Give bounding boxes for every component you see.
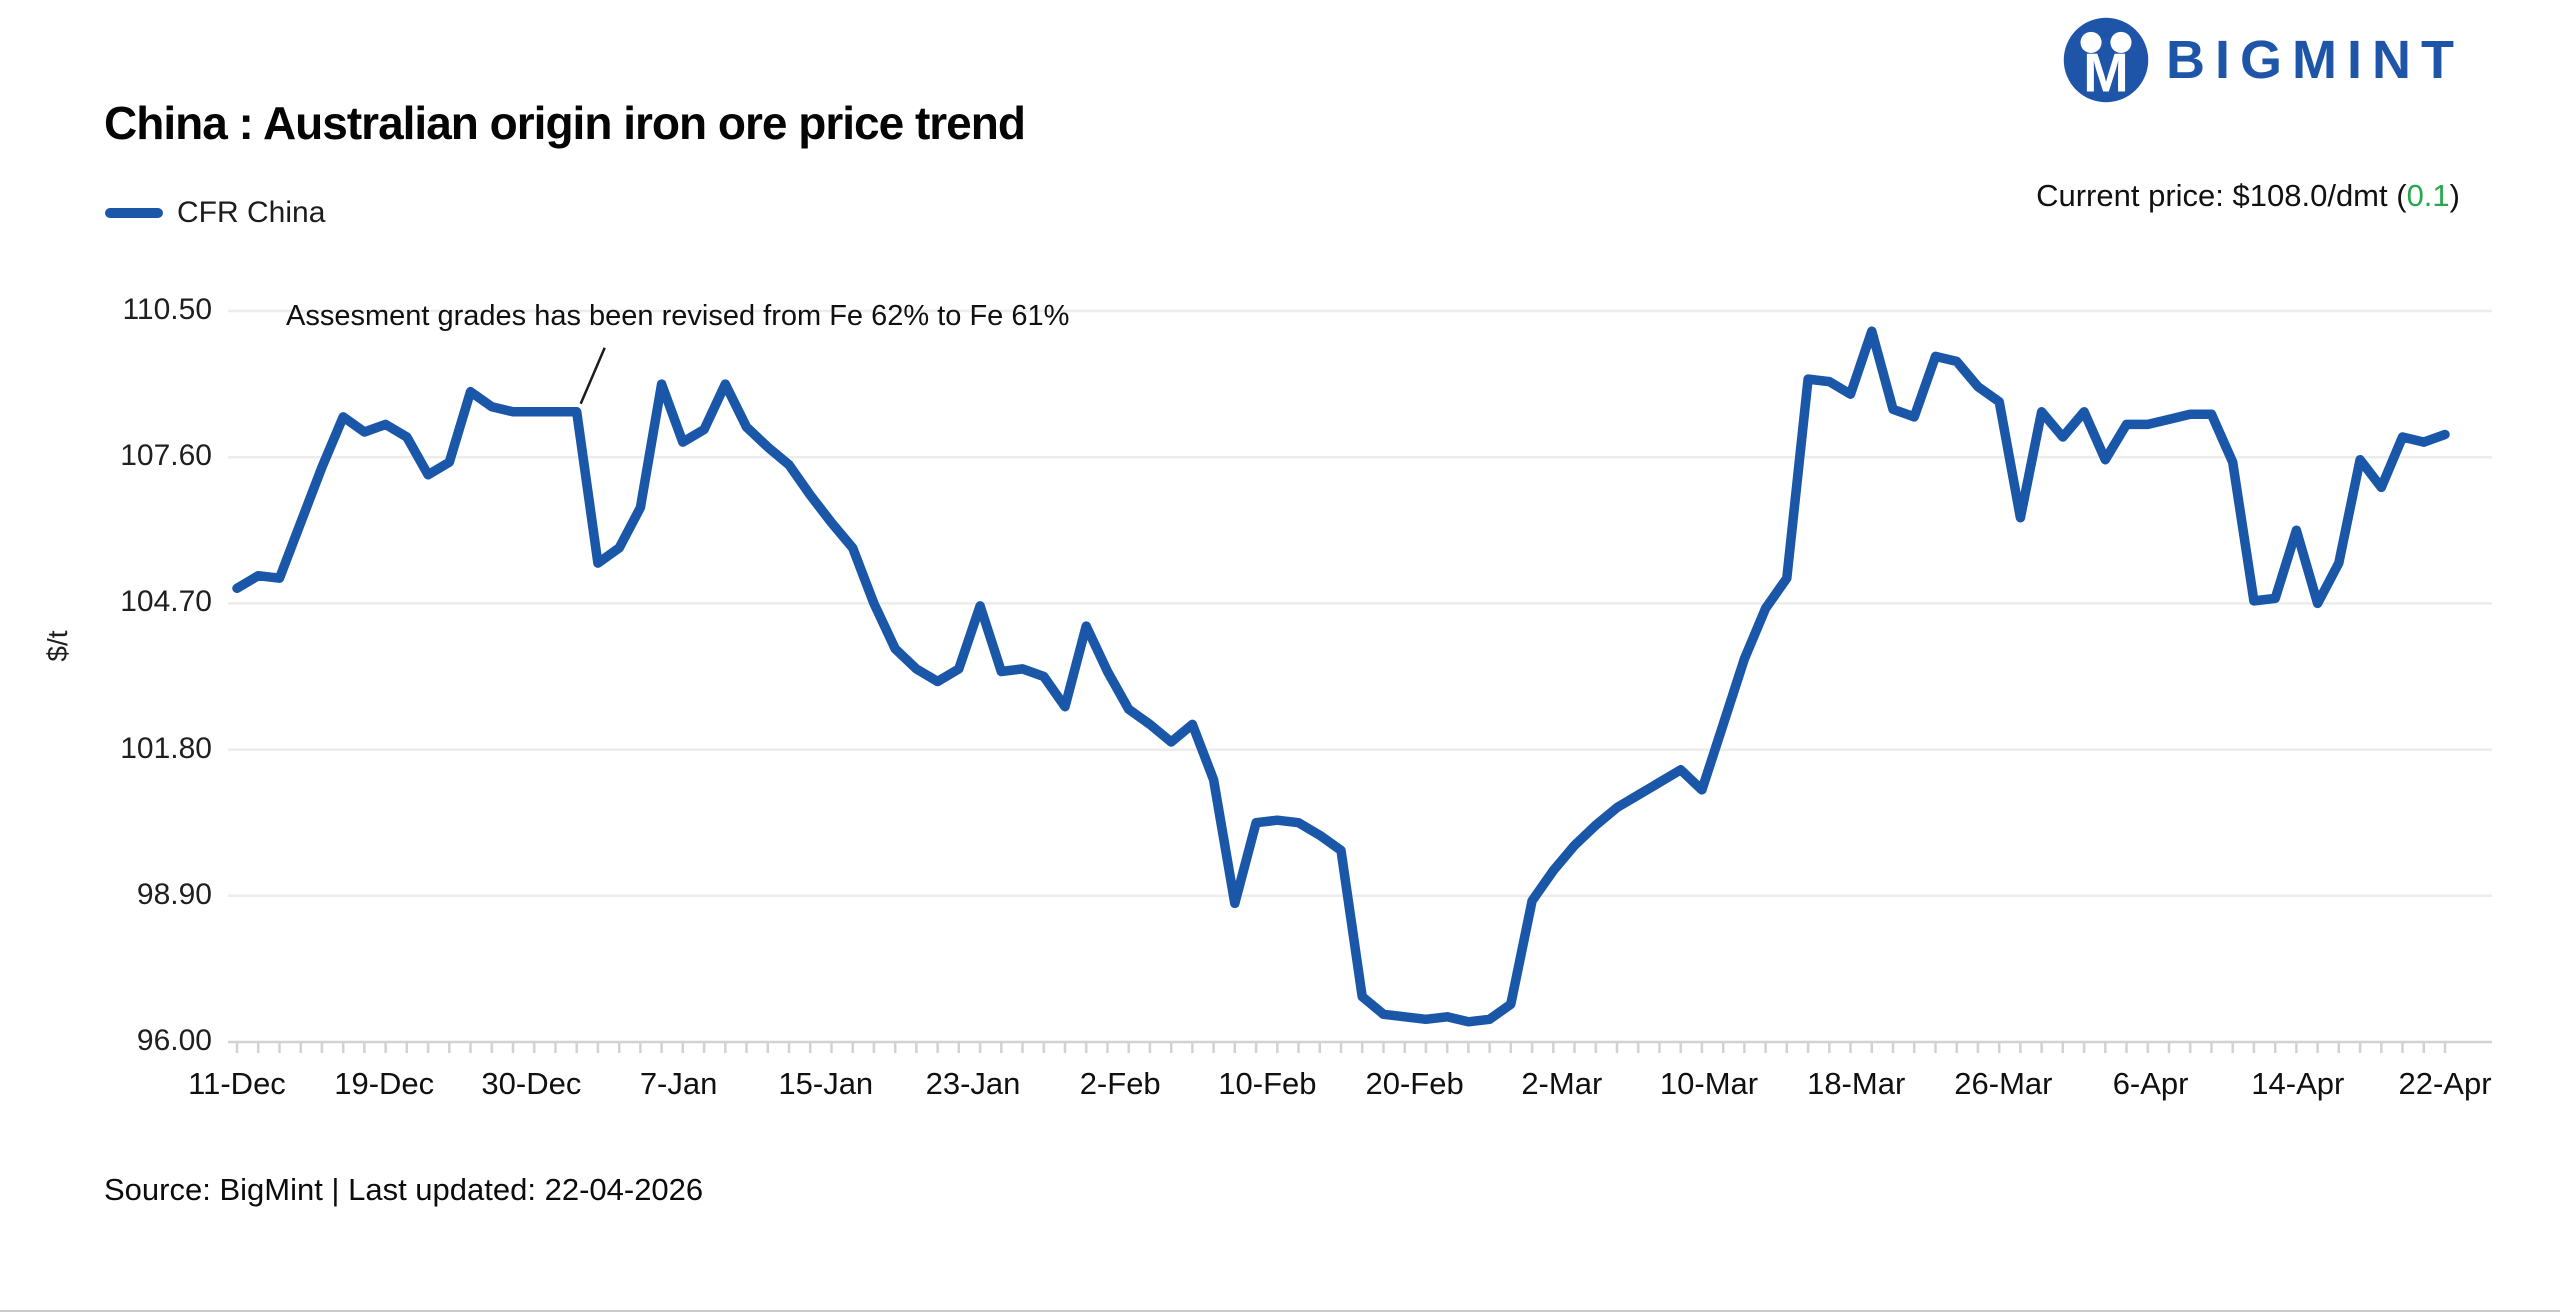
logo-wordmark: BIGMINT	[2166, 30, 2464, 90]
x-axis-tick-label: 2-Feb	[1079, 1066, 1161, 1101]
x-axis-tick-label: 7-Jan	[639, 1066, 718, 1101]
x-axis-tick-label: 10-Feb	[1218, 1066, 1317, 1101]
y-axis-tick-label: 107.60	[120, 439, 212, 473]
x-axis-tick-label: 15-Jan	[778, 1066, 874, 1101]
x-axis-tick-label: 20-Feb	[1365, 1066, 1464, 1101]
y-axis-tick-label: 96.00	[136, 1024, 212, 1057]
cfr-china-price-line	[232, 326, 2450, 1027]
x-axis-tick-label: 26-Mar	[1954, 1066, 2053, 1101]
x-axis-tick-label: 11-Dec	[188, 1066, 286, 1101]
y-axis-tick-label: 110.50	[122, 293, 212, 326]
current-price-paren: )	[2449, 178, 2460, 213]
current-price-change: 0.1	[2406, 178, 2450, 213]
legend: CFR China	[105, 196, 325, 230]
current-price-text: Current price: $108.0/dmt (	[2036, 178, 2407, 213]
source-line: Source: BigMint | Last updated: 22-04-20…	[104, 1172, 704, 1207]
x-axis-tick-label: 30-Dec	[481, 1066, 582, 1101]
x-axis-tick-label: 2-Mar	[1521, 1066, 1603, 1101]
current-price: Current price: $108.0/dmt (0.1)	[2036, 178, 2460, 214]
bigmint-logo-icon: M	[2063, 17, 2149, 104]
annotation-text: Assesment grades has been revised from F…	[286, 300, 1070, 332]
x-axis-tick-label: 19-Dec	[334, 1066, 435, 1101]
x-axis-tick-label: 22-Apr	[2398, 1066, 2492, 1101]
y-axis-tick-label: 101.80	[120, 731, 212, 765]
x-axis-tick-label: 10-Mar	[1659, 1066, 1759, 1101]
legend-line-swatch	[105, 208, 163, 218]
y-axis-tick-label: 104.70	[120, 585, 212, 619]
legend-label: CFR China	[177, 196, 326, 229]
annotation-pointer-line	[579, 347, 606, 405]
x-axis-tick-label: 23-Jan	[925, 1066, 1021, 1101]
bigmint-logo: M BIGMINT	[2062, 16, 2464, 104]
x-axis-tick-label: 6-Apr	[2112, 1066, 2189, 1101]
page-title: China : Australian origin iron ore price…	[104, 97, 1026, 149]
x-axis-tick-label: 18-Mar	[1807, 1066, 1906, 1101]
x-axis-tick-label: 14-Apr	[2251, 1066, 2345, 1101]
y-axis-tick-label: 98.90	[136, 877, 212, 911]
